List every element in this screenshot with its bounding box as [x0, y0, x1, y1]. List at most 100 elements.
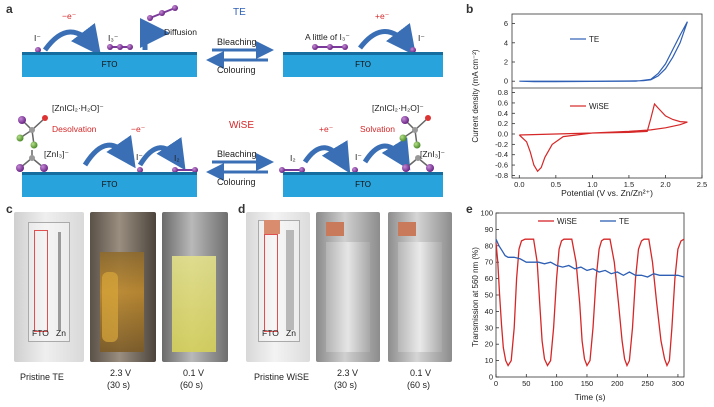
iodide-ion-icon: [352, 167, 358, 173]
iodide-ion-icon: [410, 47, 416, 53]
caption-wise-60s: (60 s): [407, 380, 431, 390]
diffusion-arrow-icon: [140, 18, 170, 50]
x-axis-label: Potential (V vs. Zn/Zn²⁺): [561, 188, 653, 198]
x-tick-label: 50: [522, 379, 530, 388]
panel-b-letter: b: [466, 2, 474, 16]
iodine-label: I₂: [290, 153, 296, 163]
x-tick-label: 200: [611, 379, 624, 388]
curved-arrow-icon: [42, 23, 102, 56]
x-axis-label: Time (s): [575, 392, 606, 402]
cuvette-photo-wise-0-1v: [388, 212, 452, 362]
bleaching-label: Bleaching: [217, 37, 257, 47]
zinc-iodide-label: [ZnI₃]⁻: [44, 149, 69, 159]
caption-wise-2-3v: 2.3 V: [337, 368, 359, 378]
caption-2-3v: 2.3 V: [110, 368, 132, 378]
y-tick-label: 30: [485, 323, 493, 332]
iodide-ion-icon: [137, 167, 143, 173]
series-line-te: [495, 238, 685, 278]
y-tick-label: 4: [504, 38, 508, 47]
y-tick-label: 70: [485, 258, 493, 267]
y-tick-label: 50: [485, 291, 493, 300]
caption-30s: (30 s): [107, 380, 131, 390]
y-tick-label: 0.0: [498, 130, 508, 139]
series-line-te: [519, 21, 688, 83]
curved-arrow-icon: [82, 135, 136, 169]
fto-electrode: FTO: [22, 172, 197, 197]
electron-gain-label: +e⁻: [375, 11, 390, 21]
series-line-wise: [495, 238, 685, 368]
triiodide-molecule-icon: [312, 44, 348, 50]
y-tick-label: 0.4: [498, 109, 508, 118]
desolvation-label: Desolvation: [52, 124, 97, 134]
y-tick-label: -0.4: [495, 150, 508, 159]
iodine-molecule-icon: [279, 167, 305, 173]
zinc-complex-label: [ZnICl₂·H₂O]⁻: [372, 103, 424, 113]
fto-electrode: FTO: [22, 52, 197, 77]
y-tick-label: 100: [480, 209, 493, 218]
fto-electrode: FTO: [283, 52, 443, 77]
iodide-label: I⁻: [34, 33, 41, 43]
legend-label-wise: WiSE: [557, 217, 577, 226]
x-tick-label: 2.0: [660, 180, 670, 189]
curved-arrow-icon: [362, 137, 411, 171]
iodine-molecule-icon: [172, 167, 198, 173]
y-tick-label: 6: [504, 19, 508, 28]
electron-loss-label: −e⁻: [62, 11, 77, 21]
triiodide-molecule-icon: [147, 5, 178, 21]
caption-0-1v: 0.1 V: [183, 368, 205, 378]
colouring-label: Colouring: [217, 177, 256, 187]
x-tick-label: 300: [672, 379, 685, 388]
caption-wise-0-1v: 0.1 V: [410, 368, 432, 378]
triiodide-molecule-icon: [107, 44, 133, 50]
fto-label: FTO: [32, 328, 49, 338]
y-tick-label: 90: [485, 225, 493, 234]
cuvette-photo-pristine-wise: [246, 212, 310, 362]
diffusion-label: Diffusion: [164, 27, 197, 37]
zn-label: Zn: [286, 328, 296, 338]
zinc-iodide-label: [ZnI₃]⁻: [420, 149, 445, 159]
cuvette-photo-0-1v: [162, 212, 228, 362]
y-tick-label: 60: [485, 274, 493, 283]
transmission-chart: 0 10 20 30 40 50 60 70 80 90 100 0 50 100 150 200 250 300…: [471, 209, 685, 402]
iodide-label: I⁻: [136, 152, 143, 162]
te-title: TE: [233, 7, 246, 18]
solvation-label: Solvation: [360, 124, 395, 134]
x-tick-label: 0: [494, 379, 498, 388]
curved-arrow-icon: [358, 23, 417, 56]
y-tick-label: 20: [485, 340, 493, 349]
cuvette-photo-pristine-te: [14, 212, 84, 362]
legend-label-te: TE: [619, 217, 629, 226]
x-tick-label: 1.5: [624, 180, 634, 189]
x-tick-label: 0.0: [514, 180, 524, 189]
panel-e-letter: e: [466, 202, 473, 216]
y-tick-label: 2: [504, 58, 508, 67]
zinc-complex-icon: [399, 115, 431, 149]
curved-arrow-icon: [302, 140, 351, 174]
y-tick-label: 0: [504, 77, 508, 86]
y-tick-label: 0.6: [498, 98, 508, 107]
zinc-iodide-icon: [402, 155, 434, 172]
zinc-iodide-icon: [16, 150, 48, 172]
triiodide-label: I₃⁻: [108, 33, 119, 43]
panel-a-schematic: [16, 5, 434, 181]
panel-c-letter: c: [6, 202, 13, 216]
wise-title: WiSE: [229, 120, 254, 131]
electron-gain-label: +e⁻: [319, 124, 334, 134]
zn-label: Zn: [56, 328, 66, 338]
zinc-complex-icon: [16, 115, 48, 149]
y-axis-label: Current density (mA cm⁻²): [471, 49, 480, 142]
little-triiodide-label: A little of I₃⁻: [305, 32, 350, 42]
x-tick-label: 250: [641, 379, 654, 388]
y-tick-label: 0.8: [498, 88, 508, 97]
fto-label: FTO: [262, 328, 279, 338]
series-line-wise: [518, 102, 688, 173]
y-tick-label: 0: [489, 373, 493, 382]
caption-pristine-wise: Pristine WiSE: [254, 372, 310, 382]
zinc-complex-label: [ZnICl₂·H₂O]⁻: [52, 103, 104, 113]
y-tick-label: 0.2: [498, 119, 508, 128]
caption-pristine-te: Pristine TE: [20, 372, 64, 382]
x-tick-label: 1.0: [587, 180, 597, 189]
y-axis-label: Transmission at 560 nm (%): [471, 247, 480, 347]
iodide-ion-icon: [35, 47, 41, 53]
cuvette-photo-2-3v: [90, 212, 156, 362]
